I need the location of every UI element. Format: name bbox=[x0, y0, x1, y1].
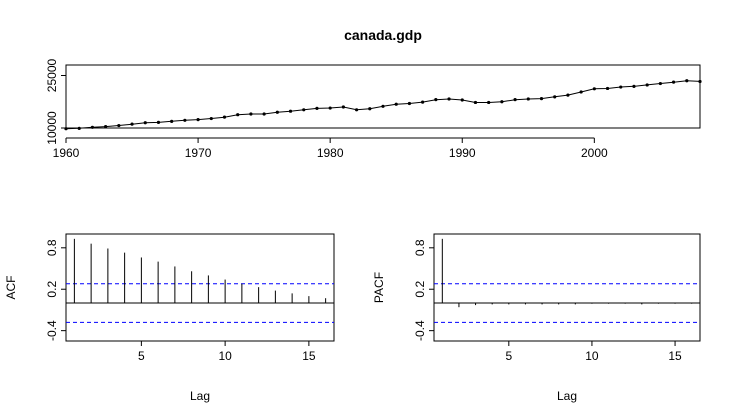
gdp-data-point bbox=[354, 108, 359, 112]
gdp-data-point bbox=[579, 90, 583, 94]
gdp-data-point bbox=[619, 85, 623, 89]
gdp-data-point bbox=[394, 102, 398, 106]
gdp-data-point bbox=[302, 108, 306, 112]
gdp-data-point bbox=[539, 97, 544, 101]
gdp-y-tick-label: 25000 bbox=[45, 58, 59, 92]
gdp-data-point bbox=[170, 119, 174, 123]
pacf-x-tick-label: 5 bbox=[505, 349, 512, 363]
gdp-data-point bbox=[460, 98, 464, 102]
gdp-x-tick-label: 1970 bbox=[185, 146, 212, 160]
gdp-data-point bbox=[249, 112, 253, 116]
gdp-data-point bbox=[447, 97, 451, 101]
pacf-y-axis-title: PACF bbox=[372, 272, 386, 303]
gdp-data-point bbox=[566, 93, 570, 97]
gdp-data-point bbox=[658, 81, 662, 86]
gdp-data-point bbox=[275, 110, 279, 114]
gdp-data-point bbox=[341, 105, 345, 109]
acf-panel: 5 10 15 -0.4 0.2 0.8 Lag ACF bbox=[4, 233, 335, 403]
gdp-data-point bbox=[315, 106, 319, 110]
gdp-data-point bbox=[90, 125, 95, 129]
gdp-data-point bbox=[632, 84, 636, 88]
gdp-x-tick-label: 2000 bbox=[581, 146, 608, 160]
gdp-data-point bbox=[222, 115, 227, 119]
gdp-data-point bbox=[526, 97, 530, 101]
gdp-data-point bbox=[130, 122, 134, 126]
pacf-y-tick-label: 0.8 bbox=[413, 239, 427, 256]
gdp-y-tick-label: 10000 bbox=[45, 111, 59, 145]
pacf-x-tick-label: 10 bbox=[585, 349, 599, 363]
gdp-data-point bbox=[434, 98, 438, 102]
gdp-data-point bbox=[236, 113, 240, 117]
gdp-data-point bbox=[685, 79, 689, 83]
gdp-data-point bbox=[645, 83, 649, 87]
acf-x-tick-label: 10 bbox=[218, 349, 232, 363]
gdp-data-point bbox=[513, 98, 517, 102]
gdp-data-point bbox=[156, 120, 161, 124]
gdp-data-point bbox=[473, 100, 478, 105]
gdp-chart-title: canada.gdp bbox=[344, 27, 422, 43]
gdp-data-point bbox=[77, 126, 81, 130]
pacf-plot-frame bbox=[433, 233, 701, 342]
gdp-x-tick-label: 1960 bbox=[53, 146, 80, 160]
gdp-x-tick-label: 1990 bbox=[449, 146, 476, 160]
gdp-data-point bbox=[196, 118, 200, 122]
gdp-data-point bbox=[487, 100, 491, 105]
gdp-data-point bbox=[592, 87, 596, 91]
gdp-data-point bbox=[262, 112, 266, 116]
acf-x-tick-label: 5 bbox=[138, 349, 145, 363]
gdp-data-point bbox=[698, 79, 702, 84]
pacf-y-tick-label: 0.2 bbox=[413, 281, 427, 298]
gdp-plot-frame bbox=[65, 64, 701, 129]
acf-plot-frame bbox=[65, 233, 335, 342]
pacf-x-tick-label: 15 bbox=[668, 349, 682, 363]
gdp-data-point bbox=[407, 101, 412, 106]
gdp-data-point bbox=[381, 104, 385, 108]
acf-y-tick-label: 0.8 bbox=[45, 239, 59, 256]
gdp-data-point bbox=[605, 86, 610, 91]
acf-y-axis-title: ACF bbox=[4, 276, 18, 300]
acf-x-axis-title: Lag bbox=[190, 389, 210, 403]
gdp-data-point bbox=[64, 127, 68, 131]
gdp-data-point bbox=[288, 109, 293, 113]
acf-x-tick-label: 15 bbox=[302, 349, 316, 363]
pacf-y-tick-label: -0.4 bbox=[413, 320, 427, 341]
gdp-data-point bbox=[209, 116, 213, 121]
gdp-data-point bbox=[104, 125, 108, 129]
pacf-x-axis-title: Lag bbox=[557, 389, 577, 403]
gdp-data-point bbox=[553, 95, 557, 99]
gdp-data-point bbox=[143, 121, 147, 125]
gdp-data-point bbox=[671, 80, 676, 84]
acf-y-tick-label: 0.2 bbox=[45, 281, 59, 298]
gdp-data-point bbox=[368, 107, 372, 111]
gdp-time-series-panel: 1960 1970 1980 1990 2000 10000 25000 bbox=[45, 58, 702, 160]
gdp-data-point bbox=[421, 100, 425, 104]
gdp-data-point bbox=[500, 100, 504, 104]
gdp-data-point bbox=[183, 118, 187, 122]
gdp-x-tick-label: 1980 bbox=[317, 146, 344, 160]
acf-y-tick-label: -0.4 bbox=[45, 320, 59, 341]
gdp-data-point bbox=[328, 106, 332, 110]
gdp-data-point bbox=[117, 123, 121, 128]
pacf-panel: 5 10 15 -0.4 0.2 0.8 Lag PACF bbox=[372, 233, 701, 403]
